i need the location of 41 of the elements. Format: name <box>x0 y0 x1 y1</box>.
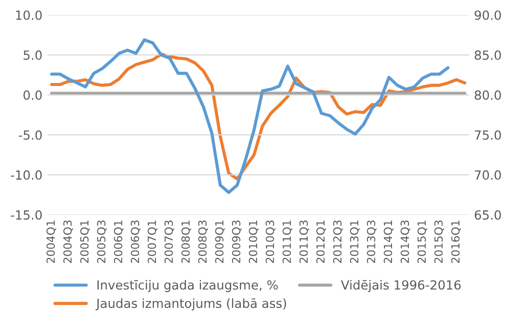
y2-tick-label: 80.0 <box>474 90 501 100</box>
x-tick-label: 2009Q1 <box>215 220 225 263</box>
x-tick-label: 2007Q1 <box>148 220 158 263</box>
line-series <box>50 38 450 194</box>
legend-label: Investīciju gada izaugsme, % <box>97 280 278 292</box>
x-tick-label: 2005Q1 <box>80 220 90 263</box>
y2-tick-label: 70.0 <box>474 170 501 180</box>
x-tick-label: 2014Q1 <box>384 220 394 263</box>
x-tick-label: 2016Q1 <box>451 220 461 263</box>
x-tick-label: 2006Q3 <box>130 220 140 263</box>
legend-label: Jaudas izmantojums (labā ass) <box>96 298 286 310</box>
x-tick-label: 2007Q3 <box>164 220 174 263</box>
x-tick-label: 2010Q3 <box>266 220 276 263</box>
y-tick-label: 10.0 <box>16 10 42 20</box>
x-tick-label: 2005Q3 <box>97 220 107 263</box>
y2-tick-label: 85.0 <box>474 50 501 60</box>
x-tick-label: 2004Q3 <box>63 220 74 263</box>
x-tick-label: 2015Q3 <box>434 220 444 263</box>
x-tick-label: 2011Q3 <box>299 220 310 263</box>
x-tick-label: 2004Q1 <box>46 220 56 263</box>
x-tick-label: 2012Q3 <box>333 220 343 263</box>
y-tick-label: 0.0 <box>24 90 42 100</box>
x-tick-label: 2013Q3 <box>366 220 377 263</box>
y2-tick-label: 75.0 <box>474 130 501 140</box>
y-tick-label: -5.0 <box>18 130 42 140</box>
x-tick-label: 2009Q3 <box>232 220 242 263</box>
legend-label: Vidējais 1996-2016 <box>340 280 461 292</box>
x-tick-label: 2006Q1 <box>114 220 124 263</box>
x-tick-label: 2013Q1 <box>350 220 360 263</box>
x-tick-label: 2014Q3 <box>400 220 410 263</box>
x-tick-label: 2011Q1 <box>282 220 292 263</box>
x-tick-label: 2008Q3 <box>198 220 208 263</box>
x-tick-label: 2015Q1 <box>417 220 428 263</box>
x-tick-label: 2010Q1 <box>248 220 259 263</box>
y-tick-label: 5.0 <box>24 50 42 60</box>
x-tick-label: 2008Q1 <box>181 220 192 263</box>
y2-tick-label: 65.0 <box>474 210 501 220</box>
y2-tick-label: 90.0 <box>474 10 501 20</box>
y-tick-label: -10.0 <box>10 170 42 180</box>
x-tick-label: 2012Q1 <box>316 220 326 263</box>
y-tick-label: -15.0 <box>10 210 42 220</box>
